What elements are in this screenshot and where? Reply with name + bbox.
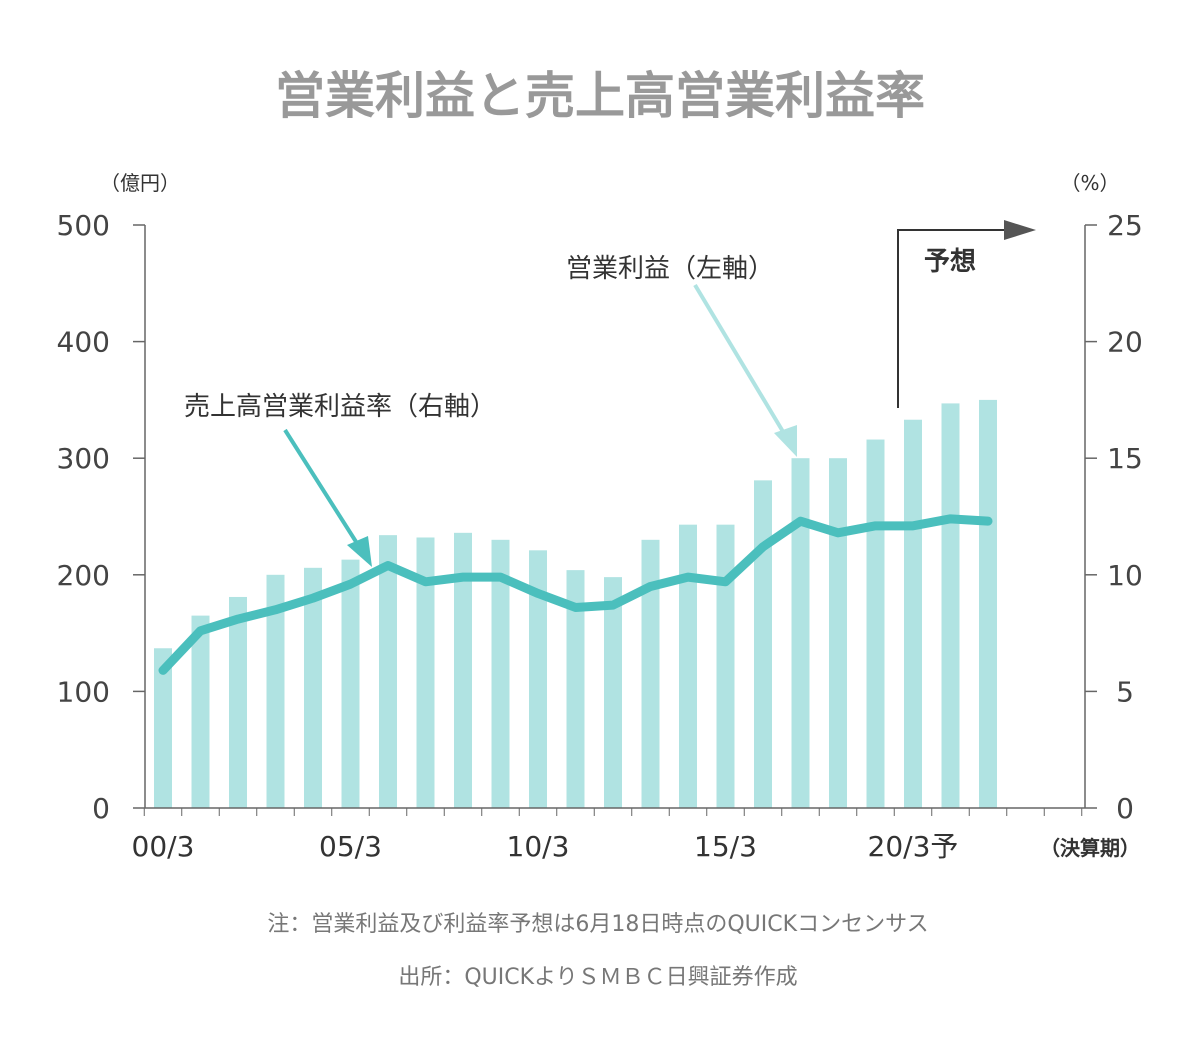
bar	[641, 539, 660, 808]
right-tick-label: 20	[1107, 326, 1143, 359]
bar	[454, 532, 472, 808]
x-axis-unit: （決算期）	[1040, 836, 1140, 860]
bar	[191, 615, 210, 808]
bar	[604, 577, 622, 808]
bar	[754, 480, 772, 808]
left-tick-label: 500	[57, 209, 110, 242]
forecast-marker	[897, 220, 1036, 408]
right-axis-unit: （%）	[1060, 171, 1119, 195]
bar-annotation: 営業利益（左軸）	[566, 254, 774, 284]
bar	[379, 535, 397, 808]
bar	[304, 567, 322, 808]
bar	[229, 596, 247, 808]
bar	[791, 458, 810, 808]
bar	[491, 539, 510, 808]
bar	[154, 648, 172, 808]
left-tick-label: 100	[57, 675, 110, 708]
right-axis: 0 5 10 15 20 25	[1084, 209, 1143, 825]
right-tick-label: 10	[1107, 559, 1143, 592]
bar	[716, 524, 735, 808]
note: 注：営業利益及び利益率予想は6月18日時点のQUICKコンセンサス	[267, 912, 928, 937]
right-tick-label: 25	[1107, 209, 1143, 242]
right-tick-label: 15	[1107, 442, 1143, 475]
left-tick-label: 0	[92, 792, 110, 825]
right-tick-label: 0	[1116, 792, 1134, 825]
line-annotation-arrow	[283, 428, 372, 567]
x-axis: 00/3 05/3 10/3 15/3 20/3予	[132, 807, 1085, 863]
x-tick-label: 00/3	[132, 830, 195, 863]
bar	[566, 570, 585, 808]
left-tick-label: 400	[57, 326, 110, 359]
bar	[341, 559, 360, 808]
line-series	[158, 514, 993, 675]
x-tick-label: 05/3	[319, 830, 382, 863]
bar	[829, 458, 847, 808]
bar	[941, 403, 960, 808]
bar	[679, 524, 697, 808]
chart-title: 営業利益と売上高営業利益率	[275, 67, 925, 125]
x-tick-label: 20/3予	[868, 830, 959, 863]
bar	[979, 399, 997, 808]
line-annotation: 売上高営業利益率（右軸）	[184, 392, 496, 422]
right-tick-label: 5	[1116, 675, 1134, 708]
left-tick-label: 300	[57, 442, 110, 475]
left-axis-unit: （億円）	[100, 171, 180, 195]
bar	[416, 537, 435, 808]
bar-annotation-arrow	[693, 283, 797, 457]
source: 出所：QUICKよりＳＭＢＣ日興証券作成	[398, 965, 797, 990]
x-tick-label: 10/3	[507, 830, 570, 863]
x-tick-label: 15/3	[694, 830, 757, 863]
left-axis: 0 100 200 300 400 500	[57, 209, 146, 825]
left-tick-label: 200	[57, 559, 110, 592]
bar	[529, 550, 547, 808]
bar-series	[154, 399, 997, 808]
bar	[266, 574, 285, 808]
bar	[866, 439, 885, 808]
forecast-label: 予想	[924, 247, 976, 277]
bar	[904, 419, 922, 808]
